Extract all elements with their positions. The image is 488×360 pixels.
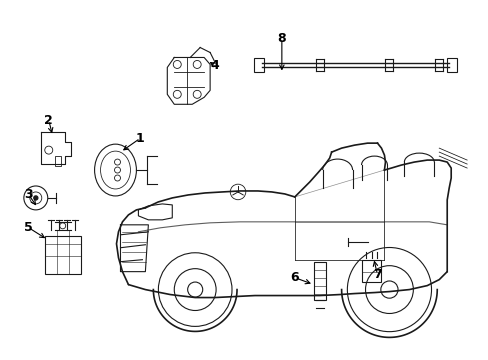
Text: 4: 4 [210,59,219,72]
Text: 7: 7 [372,268,381,281]
Text: 2: 2 [44,114,53,127]
Bar [313,262,325,300]
Circle shape [34,196,38,200]
Text: 3: 3 [24,188,33,202]
Bar [361,260,381,282]
Bar [45,236,81,274]
Bar [55,156,61,166]
Text: 1: 1 [136,132,144,145]
Text: 8: 8 [277,32,285,45]
Bar [253,58,264,72]
Text: 6: 6 [290,271,299,284]
Bar [447,58,456,72]
Text: 5: 5 [24,221,33,234]
